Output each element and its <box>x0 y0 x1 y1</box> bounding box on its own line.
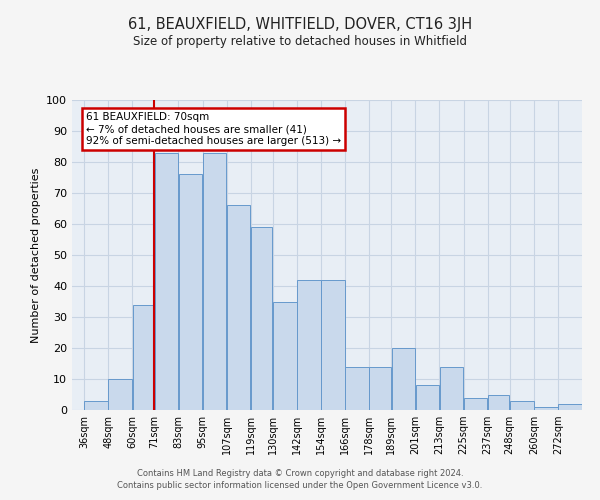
Bar <box>297 280 320 410</box>
Bar <box>203 152 226 410</box>
Bar <box>558 404 581 410</box>
Bar <box>370 366 391 410</box>
Bar <box>133 304 154 410</box>
Text: 61, BEAUXFIELD, WHITFIELD, DOVER, CT16 3JH: 61, BEAUXFIELD, WHITFIELD, DOVER, CT16 3… <box>128 18 472 32</box>
Bar <box>179 174 202 410</box>
Y-axis label: Number of detached properties: Number of detached properties <box>31 168 41 342</box>
Bar <box>273 302 296 410</box>
Text: 61 BEAUXFIELD: 70sqm
← 7% of detached houses are smaller (41)
92% of semi-detach: 61 BEAUXFIELD: 70sqm ← 7% of detached ho… <box>86 112 341 146</box>
Bar <box>510 400 533 410</box>
Bar <box>155 152 178 410</box>
Bar <box>85 400 108 410</box>
Bar <box>488 394 509 410</box>
Text: Contains HM Land Registry data © Crown copyright and database right 2024.: Contains HM Land Registry data © Crown c… <box>137 469 463 478</box>
Bar <box>534 407 557 410</box>
Text: Contains public sector information licensed under the Open Government Licence v3: Contains public sector information licen… <box>118 480 482 490</box>
Bar <box>346 366 369 410</box>
Bar <box>321 280 345 410</box>
Bar <box>109 379 132 410</box>
Bar <box>440 366 463 410</box>
Text: Size of property relative to detached houses in Whitfield: Size of property relative to detached ho… <box>133 35 467 48</box>
Bar <box>392 348 415 410</box>
Bar <box>464 398 487 410</box>
Bar <box>251 227 272 410</box>
Bar <box>416 385 439 410</box>
Bar <box>227 206 250 410</box>
